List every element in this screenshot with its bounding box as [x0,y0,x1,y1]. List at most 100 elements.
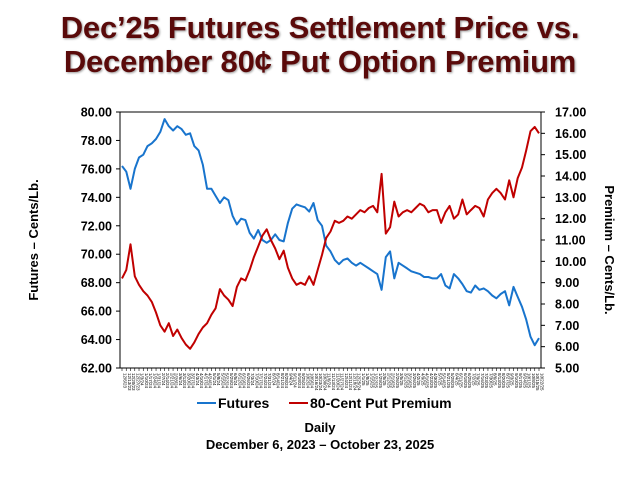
y-left-tick-label: 70.00 [81,248,112,262]
x-date-label: 1/29/25 [378,373,383,389]
x-date-label: 9/18/24 [297,373,302,389]
x-date-label: 12/11/24 [348,373,353,391]
y-right-tick-label: 6.00 [555,340,579,354]
y-right-tick-label: 10.00 [555,255,586,269]
x-date-label: 5/22/24 [225,373,230,389]
y-left-tick-label: 76.00 [81,162,112,176]
x-date-label: 5/7/25 [437,373,442,386]
x-date-label: 6/25/25 [467,373,472,389]
x-date-label: 5/15/24 [220,373,225,389]
x-date-label: 7/31/24 [267,373,272,389]
y-right-tick-label: 12.00 [555,212,586,226]
x-date-label: 11/6/24 [327,373,332,388]
x-date-label: 8/28/24 [284,373,289,389]
x-date-label: 3/6/24 [178,373,183,386]
x-date-label: 7/17/24 [259,373,264,389]
premium-line [121,125,540,350]
y-right-tick-label: 5.00 [555,362,579,376]
x-date-label: 9/11/24 [293,373,298,388]
x-date-label: 3/27/24 [191,373,196,389]
x-date-label: 3/12/25 [403,373,408,389]
x-date-label: 6/19/24 [242,373,247,389]
x-date-label: 6/18/25 [463,373,468,389]
x-date-label: 10/15/25 [535,373,540,391]
x-date-label: 4/30/25 [433,373,438,389]
chart-title-line-1: Dec’25 Futures Settlement Price vs. [60,10,580,45]
x-date-label: 6/26/24 [246,373,251,389]
x-date-label: 12/4/24 [344,373,349,389]
x-date-label: 4/9/25 [420,373,425,386]
x-date-label: 7/16/25 [480,373,485,389]
x-date-label: 2/12/25 [386,373,391,389]
y-axis-right-title: Premium – Cents/Lb. [602,185,617,314]
y-right-tick-label: 13.00 [555,191,586,205]
x-date-label: 12/18/24 [352,373,357,391]
x-date-label: 3/26/25 [412,373,417,389]
x-date-label: 9/3/25 [510,373,515,386]
x-date-label: 3/19/25 [408,373,413,389]
y-left-tick-label: 66.00 [81,305,112,319]
series-lines [121,118,540,350]
legend-label-futures: Futures [218,395,270,411]
x-date-label: 8/21/24 [280,373,285,389]
x-date-label: 2/28/24 [174,373,179,389]
y-right-tick-label: 11.00 [555,234,586,248]
x-date-label: 6/5/24 [233,373,238,386]
x-axis-title: Daily [304,420,336,435]
x-date-label: 3/20/24 [186,373,191,389]
y-right-tick-label: 15.00 [555,148,586,162]
x-date-label: 5/21/25 [446,373,451,389]
x-date-label: 7/23/25 [484,373,489,389]
x-date-label: 10/2/24 [305,373,310,389]
x-date-label: 6/4/25 [454,373,459,386]
y-left-tick-label: 68.00 [81,276,112,290]
x-date-label: 5/29/24 [229,373,234,389]
axes-group: 80.00 78.00 76.00 74.00 72.00 70.00 68.00 66.00… [81,106,587,376]
x-date-label: 12/6/23 [123,373,128,389]
y-right-tick-label: 9.00 [555,276,579,290]
y-right-tick-label: 16.00 [555,127,586,141]
x-date-label: 1/15/25 [369,373,374,389]
x-date-label: 9/25/24 [301,373,306,389]
x-date-label: 10/9/24 [310,373,315,389]
x-date-label: 1/1/25 [361,373,366,386]
y-right-tick-label: 8.00 [555,298,579,312]
x-date-label: 12/13/23 [127,373,132,391]
x-date-label: 4/10/24 [199,373,204,389]
x-date-label: 1/22/25 [374,373,379,389]
x-date-label: 7/10/24 [254,373,259,389]
x-date-label: 7/2/25 [471,373,476,386]
x-date-label: 12/25/24 [357,373,362,391]
x-date-label: 1/10/24 [144,373,149,389]
x-date-label: 7/24/24 [263,373,268,389]
x-date-label: 9/24/25 [522,373,527,389]
x-date-label: 4/3/24 [195,373,200,386]
x-date-label: 10/22/25 [540,373,545,391]
x-date-label: 7/9/25 [476,373,481,386]
x-date-label: 8/20/25 [501,373,506,389]
x-date-label: 3/13/24 [182,373,187,389]
x-date-label: 7/3/24 [250,373,255,386]
x-date-label: 5/8/24 [216,373,221,386]
x-date-label: 11/20/24 [335,373,340,391]
x-date-label: 10/1/25 [527,373,532,389]
x-date-label: 4/24/24 [208,373,213,389]
x-date-label: 7/30/25 [488,373,493,389]
x-date-label: 5/1/24 [212,373,217,386]
x-date-label: 10/16/24 [314,373,319,391]
x-date-label: 2/14/24 [165,373,170,389]
x-date-label: 8/13/25 [497,373,502,389]
x-date-label: 9/17/25 [518,373,523,389]
x-date-label: 1/3/24 [140,373,145,386]
legend-label-premium: 80-Cent Put Premium [310,395,452,411]
y-left-tick-label: 72.00 [81,219,112,233]
y-left-tick-label: 80.00 [81,106,112,120]
y-left-tick-label: 64.00 [81,333,112,347]
x-date-label: 6/11/25 [459,373,464,388]
x-date-label: 11/13/24 [331,373,336,391]
x-date-label: 12/27/23 [135,373,140,391]
y-axis-left-title: Futures – Cents/Lb. [26,179,41,300]
x-date-label: 2/5/25 [382,373,387,386]
x-date-label: 1/17/24 [148,373,153,389]
